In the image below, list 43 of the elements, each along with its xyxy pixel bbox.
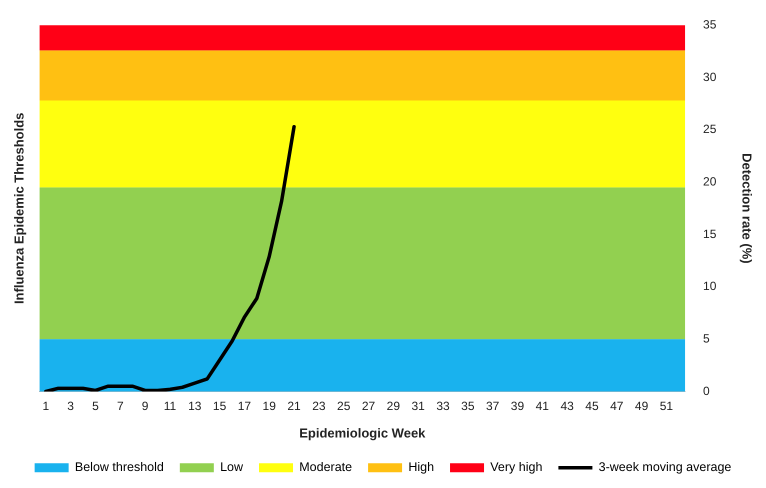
y2-tick-label: 20	[703, 174, 717, 188]
x-tick-label: 19	[262, 399, 276, 414]
y2-tick-label: 0	[703, 384, 710, 398]
y2-tick-label: 25	[703, 122, 717, 136]
x-tick-label: 29	[386, 399, 400, 414]
legend-label: Low	[220, 460, 244, 474]
x-tick-label: 43	[560, 399, 574, 414]
legend-label: Below threshold	[74, 460, 164, 474]
x-tick-label: 39	[510, 399, 524, 414]
y2-tick-label: 15	[703, 226, 717, 241]
x-tick-label: 23	[312, 399, 326, 414]
x-axis-title: Epidemiologic Week	[299, 425, 426, 440]
y2-tick-label: 30	[703, 70, 717, 84]
y2-tick-label: 10	[703, 279, 717, 294]
x-tick-label: 41	[536, 399, 550, 414]
x-tick-label: 17	[238, 399, 252, 414]
x-tick-label: 13	[188, 399, 202, 414]
x-tick-label: 1	[42, 399, 50, 414]
x-tick-label: 35	[461, 399, 475, 414]
x-tick-label: 37	[486, 399, 500, 414]
x-tick-label: 45	[585, 399, 599, 414]
legend-label: 3-week moving average	[598, 460, 732, 474]
x-tick-label: 5	[92, 399, 100, 414]
legend-label: High	[408, 460, 434, 474]
y-axis-title: Influenza Epidemic Thresholds	[11, 112, 26, 304]
x-tick-label: 9	[142, 399, 149, 414]
x-tick-label: 51	[660, 399, 674, 414]
x-tick-label: 11	[164, 399, 176, 414]
legend-label: Very high	[490, 460, 542, 474]
y2-tick-label: 5	[703, 331, 710, 346]
x-tick-label: 31	[412, 399, 426, 414]
y2-axis-title: Detection rate (%)	[740, 153, 755, 264]
x-tick-label: 15	[212, 399, 227, 414]
y2-tick-label: 35	[703, 18, 717, 32]
x-tick-label: 47	[610, 399, 624, 414]
legend-label: Moderate	[299, 460, 352, 474]
x-tick-label: 25	[337, 399, 351, 414]
x-tick-label: 3	[67, 399, 74, 414]
x-tick-label: 49	[634, 399, 649, 414]
x-tick-label: 33	[436, 399, 450, 414]
x-tick-label: 27	[362, 399, 376, 414]
x-tick-label: 21	[287, 399, 302, 414]
x-tick-label: 7	[116, 399, 124, 414]
